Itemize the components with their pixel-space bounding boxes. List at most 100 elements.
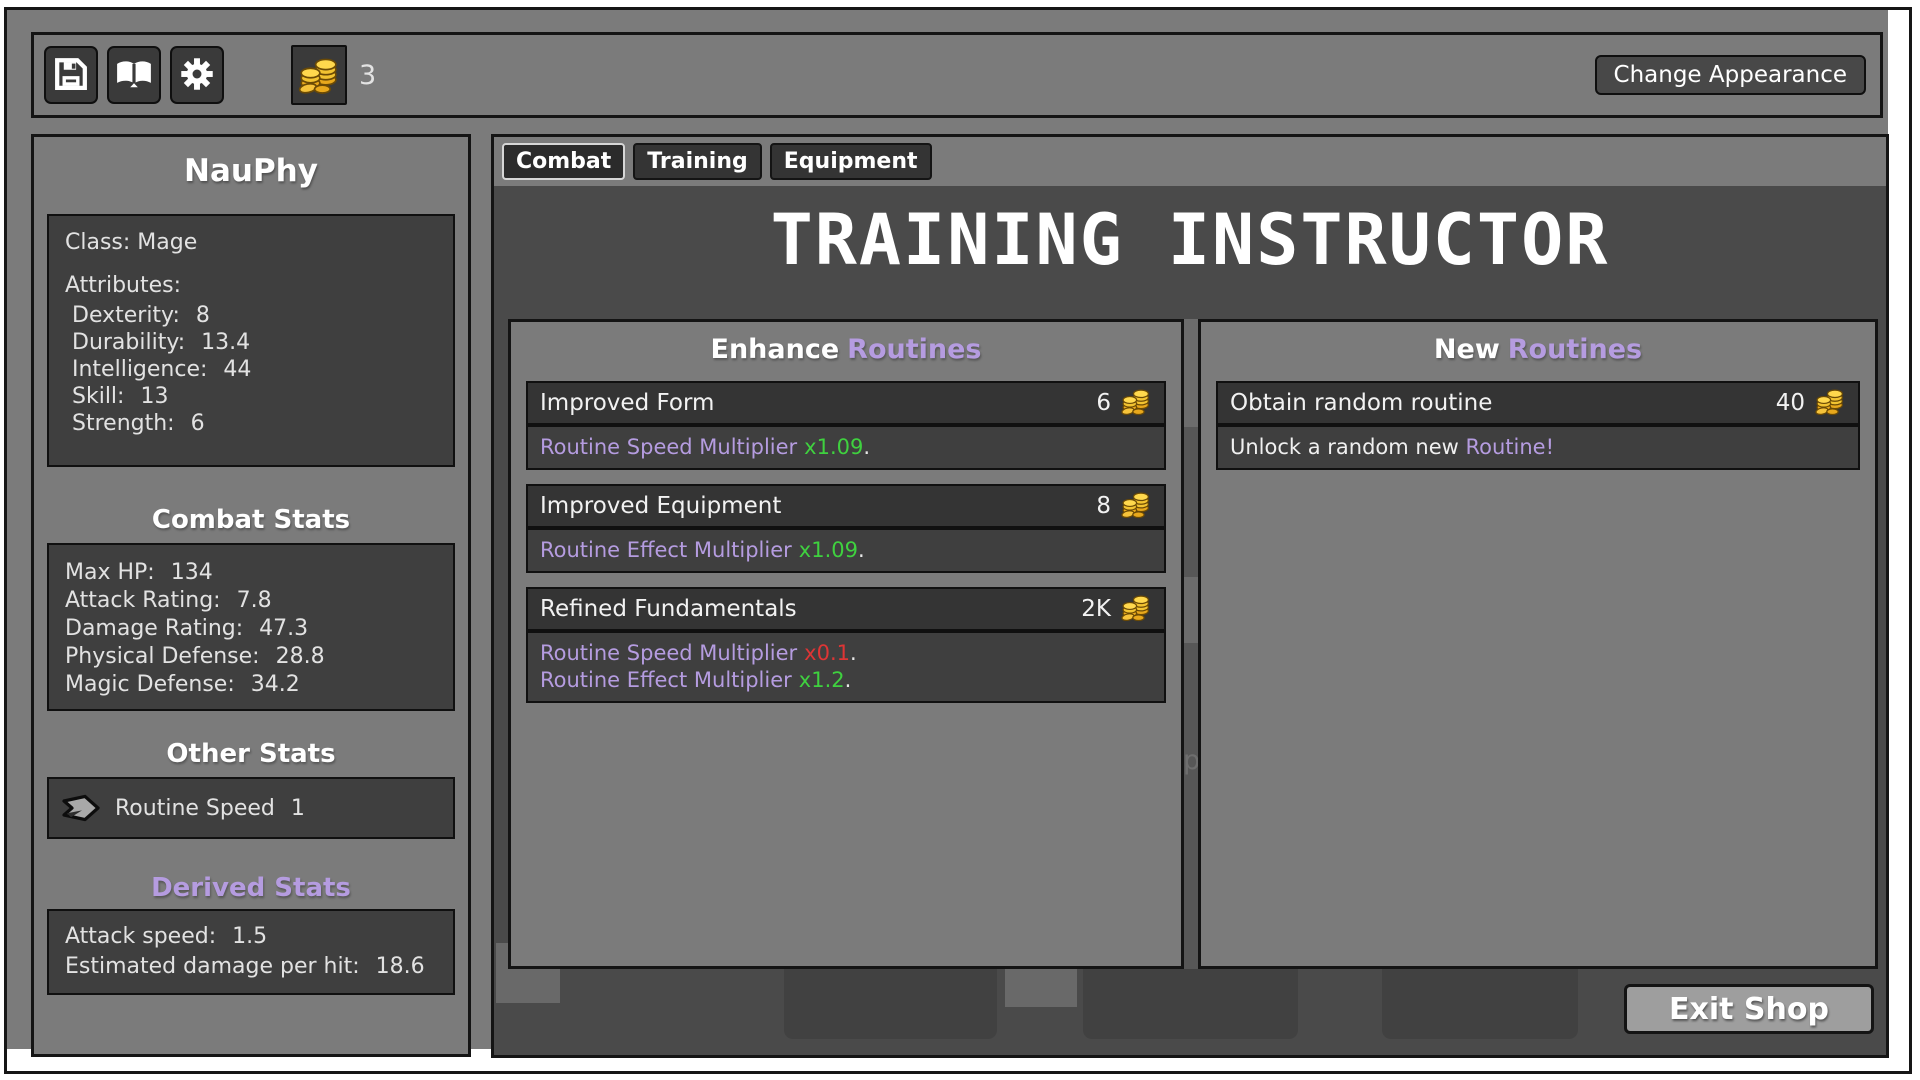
settings-button[interactable]: [170, 46, 224, 104]
effect-value: x1.2: [798, 668, 845, 692]
heading-white: New: [1433, 334, 1500, 365]
item-description: Unlock a random new Routine!: [1216, 425, 1860, 470]
attribute-value: 44: [223, 357, 252, 382]
item-name: Improved Form: [540, 390, 715, 416]
background-dim-box: [1083, 969, 1298, 1039]
coins-icon: [1120, 384, 1152, 422]
stat-label: Magic Defense:: [65, 672, 235, 697]
save-icon: [54, 57, 88, 94]
book-icon: [115, 59, 153, 92]
attribute-value: 8: [195, 303, 210, 328]
other-stats-box: Routine Speed 1: [47, 777, 455, 839]
background-gap-strip: [1184, 319, 1198, 969]
background-dim-patch: [1005, 969, 1077, 1007]
item-desc-text: Unlock a random new: [1230, 435, 1466, 459]
item-buy-button[interactable]: Improved Form 6: [526, 381, 1166, 425]
attribute-label: Durability:: [72, 330, 186, 355]
character-info-box: Class: Mage Attributes: Dexterity: 8 Dura…: [47, 214, 455, 467]
stat-label: Estimated damage per hit:: [65, 954, 360, 979]
toolbar: 3 Change Appearance: [31, 32, 1883, 118]
item-name: Refined Fundamentals: [540, 596, 797, 622]
attributes-heading: Attributes:: [65, 273, 182, 298]
tab-combat[interactable]: Combat: [502, 143, 626, 180]
item-name: Obtain random routine: [1230, 390, 1493, 416]
attribute-label: Dexterity:: [72, 303, 180, 328]
app-frame: [4, 7, 1912, 1074]
effect-line: Routine Effect Multiplier x1.2.: [540, 667, 1152, 694]
item-description: Routine Effect Multiplier x1.09.: [526, 528, 1166, 573]
effect-value: x1.09: [804, 435, 864, 459]
change-appearance-button[interactable]: Change Appearance: [1594, 55, 1866, 95]
coin-count: 3: [359, 59, 377, 91]
effect-suffix: .: [844, 668, 852, 692]
combat-stats-box: Max HP: 134 Attack Rating: 7.8 Damage Rati…: [47, 543, 455, 711]
stat-value: 18.6: [375, 954, 425, 979]
stat-label: Physical Defense:: [65, 644, 260, 669]
effect-suffix: .: [863, 435, 871, 459]
shop-item: Improved Equipment 8 Routine Effect Mult…: [526, 484, 1166, 573]
coins-icon: [1120, 590, 1152, 628]
save-button[interactable]: [44, 46, 98, 104]
effect-label: Routine Speed Multiplier: [540, 435, 798, 459]
coins-icon: [1814, 384, 1846, 422]
stat-value: 7.8: [236, 588, 272, 613]
shop-title: TRAINING INSTRUCTOR: [770, 199, 1610, 281]
background-gap-segment: [1184, 319, 1198, 427]
item-desc-highlight: Routine!: [1465, 435, 1555, 459]
item-buy-button[interactable]: Obtain random routine 40: [1216, 381, 1860, 425]
heading-purple: Routines: [1507, 334, 1643, 365]
shop-item: Obtain random routine 40 Unlock a random…: [1216, 381, 1860, 470]
attribute-label: Strength:: [72, 411, 175, 436]
stat-label: Damage Rating:: [65, 616, 244, 641]
background-dim-box: [784, 969, 997, 1039]
enhance-panel-heading: Enhance Routines: [511, 334, 1181, 365]
heading-white: Enhance: [710, 334, 840, 365]
derived-stats-heading: Derived Stats: [151, 873, 351, 903]
shop-item: Refined Fundamentals 2K Routine Speed Mu…: [526, 587, 1166, 703]
tab-equipment[interactable]: Equipment: [769, 143, 932, 180]
stat-row: Physical Defense: 28.8: [65, 643, 437, 671]
effect-line: Routine Effect Multiplier x1.09.: [540, 537, 1152, 564]
item-cost: 40: [1776, 384, 1846, 422]
stat-row: Attack speed: 1.5: [65, 922, 437, 952]
item-cost: 6: [1096, 384, 1152, 422]
item-description: Routine Speed Multiplier x1.09.: [526, 425, 1166, 470]
item-cost-value: 8: [1096, 493, 1111, 519]
stat-value: 34.2: [250, 672, 300, 697]
background-dim-box: [1382, 969, 1578, 1039]
item-cost-value: 2K: [1081, 596, 1111, 622]
exit-shop-button[interactable]: Exit Shop: [1624, 984, 1874, 1034]
stat-row: Damage Rating: 47.3: [65, 615, 437, 643]
item-description: Routine Speed Multiplier x0.1. Routine Ef…: [526, 631, 1166, 703]
attribute-row: Dexterity: 8: [65, 302, 437, 329]
coins-icon: [1120, 487, 1152, 525]
spellbook-button[interactable]: [107, 46, 161, 104]
effect-label: Routine Speed Multiplier: [540, 641, 798, 665]
effect-suffix: .: [857, 538, 865, 562]
stat-label: Attack Rating:: [65, 588, 221, 613]
routine-speed-label: Routine Speed: [115, 795, 275, 821]
character-name: NauPhy: [184, 153, 318, 189]
coins-icon: [297, 51, 341, 99]
stat-row: Max HP: 134: [65, 559, 437, 587]
item-buy-button[interactable]: Refined Fundamentals 2K: [526, 587, 1166, 631]
enhance-routines-panel: Enhance Routines Improved Form 6: [508, 319, 1184, 969]
effect-value: x0.1: [804, 641, 850, 665]
new-routines-panel: New Routines Obtain random routine 40: [1198, 319, 1878, 969]
class-line: Class: Mage: [65, 230, 198, 255]
coin-counter: [291, 45, 347, 105]
stat-value: 134: [170, 560, 213, 585]
heading-purple: Routines: [847, 334, 982, 365]
tab-training[interactable]: Training: [633, 143, 762, 180]
effect-suffix: .: [850, 641, 857, 665]
attribute-row: Durability: 13.4: [65, 329, 437, 356]
stat-label: Attack speed:: [65, 924, 217, 949]
stat-value: 28.8: [275, 644, 325, 669]
character-panel: NauPhy Class: Mage Attributes: Dexterity…: [31, 134, 471, 1057]
item-buy-button[interactable]: Improved Equipment 8: [526, 484, 1166, 528]
background-glyph: p: [1183, 745, 1201, 776]
tab-strip: Combat Training Equipment: [494, 137, 1886, 186]
routine-speed-icon: [61, 793, 101, 823]
effect-line: Routine Speed Multiplier x0.1.: [540, 640, 1152, 667]
